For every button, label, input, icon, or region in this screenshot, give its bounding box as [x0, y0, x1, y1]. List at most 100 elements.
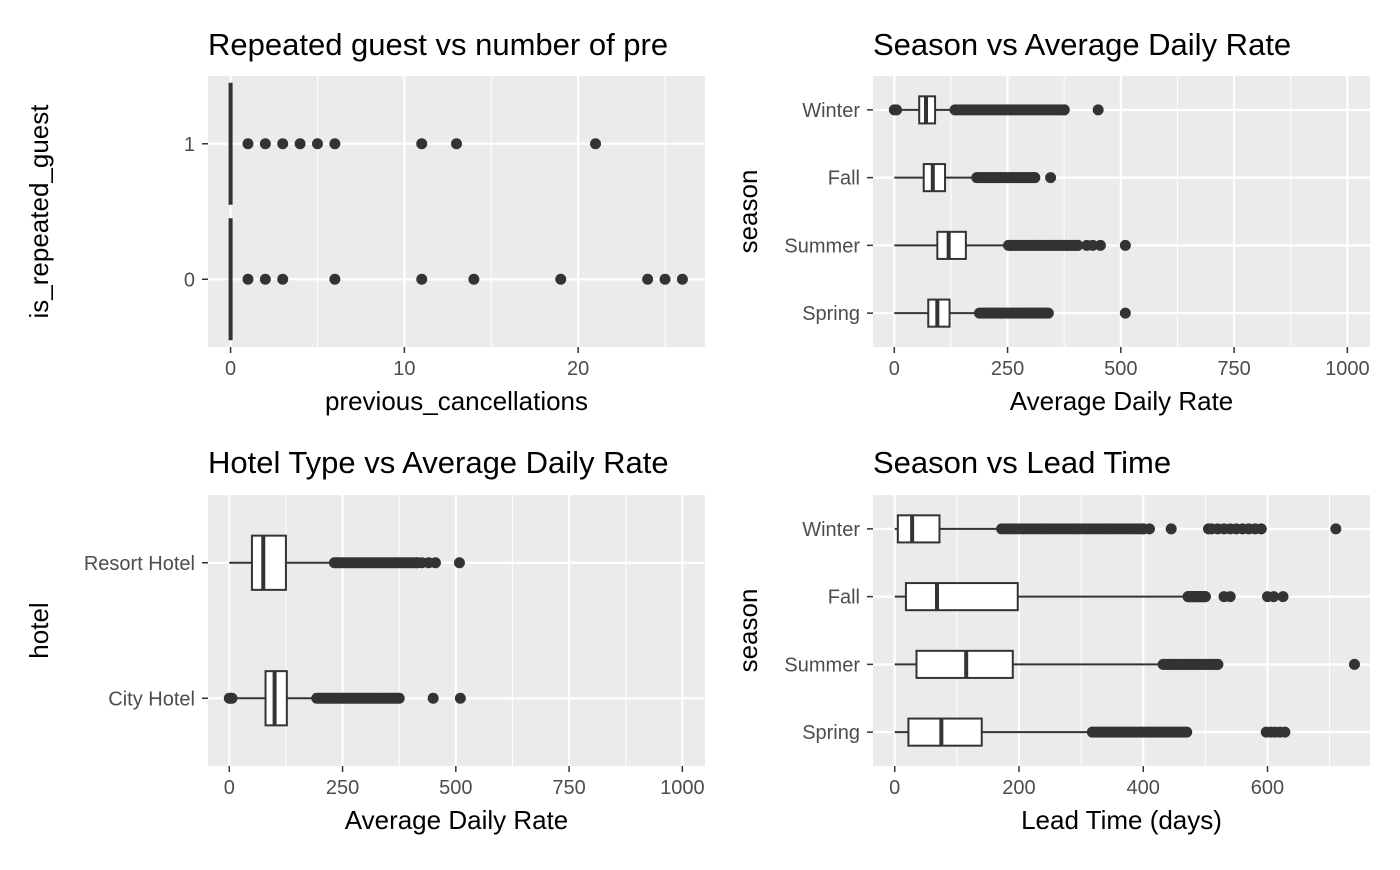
box-1 [228, 82, 602, 205]
panel-title: Repeated guest vs number of pre [208, 27, 668, 62]
box-spring [894, 717, 1291, 747]
box-spring [894, 298, 1131, 328]
panel-1: Repeated guest vs number of pre 0 10 20 0 1 pr… [24, 27, 705, 416]
x-tick-label: 10 [393, 358, 415, 380]
outlier-point [294, 138, 306, 150]
y-tick-label: 1 [184, 134, 195, 156]
box-fall [894, 582, 1289, 612]
y-tick-label: Spring [802, 722, 860, 744]
outlier-point [427, 692, 439, 704]
x-tick-label: 200 [1002, 777, 1035, 799]
outlier-point [1094, 239, 1106, 251]
y-tick-label: Winter [802, 519, 860, 541]
outlier-point [1165, 523, 1177, 535]
outlier-point [1087, 239, 1099, 251]
x-tick-label: 1000 [1325, 358, 1370, 380]
outlier-point [416, 138, 428, 150]
x-axis-title: Average Daily Rate [345, 805, 569, 835]
box-winter [888, 95, 1104, 125]
y-tick-label: Fall [828, 168, 860, 190]
outlier-point [1212, 658, 1224, 670]
panel-4: Season vs Lead Time 0 200 400 600 Spring Summe… [733, 445, 1370, 835]
x-tick-label: 20 [567, 358, 589, 380]
y-tick-label: Winter [802, 100, 860, 122]
outlier-point [676, 273, 688, 285]
x-tick-label: 1000 [660, 777, 705, 799]
panel-background [208, 76, 705, 347]
outlier-point [259, 138, 271, 150]
x-tick-label: 0 [225, 358, 236, 380]
outlier-point [1058, 104, 1070, 116]
y-tick-label: Resort Hotel [84, 553, 195, 575]
outlier-point [1268, 591, 1280, 603]
outlier-point [1119, 239, 1131, 251]
outlier-point [329, 273, 341, 285]
x-tick-label: 600 [1251, 777, 1284, 799]
y-tick-label: Summer [784, 235, 860, 257]
outlier-point [891, 104, 903, 116]
iqr-box [896, 514, 941, 544]
outlier-point [277, 273, 289, 285]
y-tick-label: City Hotel [108, 688, 195, 710]
box-summer [894, 230, 1131, 260]
outlier-point [1119, 307, 1131, 319]
outlier-point [590, 138, 602, 150]
y-tick-label: Summer [784, 654, 860, 676]
outlier-point [1181, 726, 1193, 738]
panel-title: Season vs Average Daily Rate [873, 27, 1291, 62]
y-tick-label: Spring [802, 303, 860, 325]
iqr-box [904, 582, 1019, 612]
x-tick-label: 750 [1217, 358, 1250, 380]
x-tick-label: 500 [439, 777, 472, 799]
outlier-point [1029, 172, 1041, 184]
y-axis-title: hotel [24, 602, 54, 658]
outlier-point [468, 273, 480, 285]
x-tick-label: 400 [1127, 777, 1160, 799]
x-tick-label: 250 [326, 777, 359, 799]
outlier-point [659, 273, 671, 285]
outlier-point [1092, 104, 1104, 116]
x-tick-label: 0 [224, 777, 235, 799]
x-axis-title: Average Daily Rate [1010, 386, 1234, 416]
outlier-point [416, 273, 428, 285]
panel-title: Season vs Lead Time [873, 445, 1171, 480]
panel-2: Season vs Average Daily Rate 0 250 500 750 10… [733, 27, 1370, 416]
outlier-point [242, 138, 254, 150]
outlier-point [311, 138, 323, 150]
x-tick-label: 500 [1104, 358, 1137, 380]
y-tick-label: Fall [828, 587, 860, 609]
outlier-point [555, 273, 567, 285]
panel-3: Hotel Type vs Average Daily Rate 0 250 500 7… [24, 445, 705, 835]
outlier-point [451, 138, 462, 150]
y-tick-label: 0 [184, 269, 195, 291]
outlier-point [1279, 726, 1291, 738]
outlier-point [453, 557, 465, 569]
iqr-box [936, 230, 967, 260]
outlier-point [1042, 307, 1054, 319]
outlier-point [429, 557, 441, 569]
outlier-point [1224, 591, 1236, 603]
x-axis-title: previous_cancellations [325, 386, 588, 416]
iqr-box [907, 717, 983, 747]
box-summer [894, 649, 1360, 679]
outlier-point [1072, 239, 1084, 251]
y-axis-title: season [733, 170, 763, 254]
outlier-point [642, 273, 654, 285]
box-resort-hotel [229, 534, 465, 591]
outlier-point [259, 273, 271, 285]
outlier-point [277, 138, 289, 150]
box-fall [894, 163, 1057, 193]
outlier-point [1277, 591, 1289, 603]
outlier-point [1199, 591, 1211, 603]
outlier-point [242, 273, 254, 285]
iqr-box [250, 534, 287, 591]
x-tick-label: 250 [991, 358, 1024, 380]
outlier-point [1143, 523, 1155, 535]
x-axis-title: Lead Time (days) [1021, 805, 1222, 835]
outlier-point [1330, 523, 1342, 535]
x-tick-label: 0 [889, 358, 900, 380]
box-city-hotel [223, 670, 466, 727]
outlier-point [329, 138, 341, 150]
